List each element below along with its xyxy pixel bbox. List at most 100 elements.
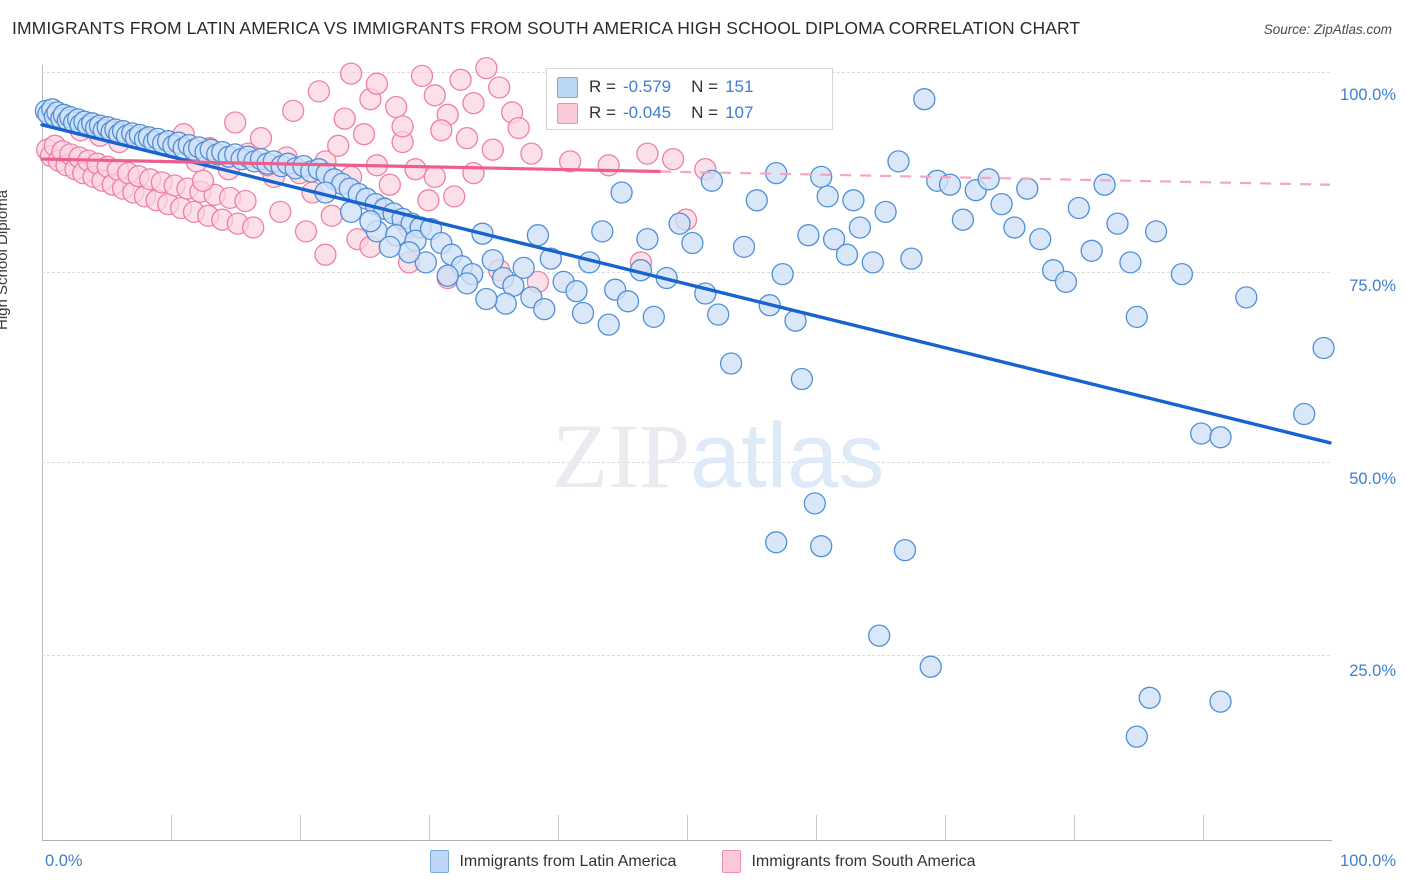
data-point: [874, 200, 897, 224]
data-point: [1093, 173, 1116, 196]
stats-swatch-pink: [557, 102, 578, 124]
stats-r-value-pink: -0.045: [622, 103, 672, 122]
data-point: [700, 169, 723, 192]
x-axis-min-label: 0.0%: [45, 852, 83, 870]
data-point: [707, 303, 730, 326]
data-point: [591, 220, 614, 243]
data-point: [404, 158, 427, 181]
data-point: [1080, 239, 1103, 262]
data-point: [512, 256, 535, 280]
data-point: [294, 220, 318, 243]
data-point: [1144, 220, 1168, 243]
source-label: Source: ZipAtlas.com: [1263, 22, 1392, 37]
data-point: [352, 123, 376, 146]
data-point: [455, 272, 479, 295]
data-point: [423, 165, 446, 189]
data-point: [430, 119, 453, 142]
data-point: [475, 56, 498, 80]
y-tick-label-75: 75.0%: [1349, 277, 1396, 295]
x-tick: [816, 815, 817, 840]
data-point: [1170, 262, 1194, 286]
data-point: [249, 126, 273, 150]
legend-item-south-america[interactable]: Immigrants from South America: [722, 850, 976, 873]
data-point: [558, 150, 582, 173]
data-point: [1293, 402, 1316, 426]
y-tick-label-100: 100.0%: [1340, 86, 1396, 104]
data-point: [810, 535, 833, 558]
data-point: [242, 216, 265, 239]
x-tick: [558, 815, 559, 840]
data-point: [191, 169, 215, 192]
trendlines-group: [40, 123, 1332, 445]
data-point: [507, 116, 530, 140]
data-point: [1106, 212, 1129, 235]
data-point: [475, 287, 498, 311]
gridline-25: [42, 655, 1330, 656]
data-point: [481, 138, 504, 161]
data-point: [1054, 270, 1078, 294]
data-point: [269, 200, 292, 224]
data-point: [803, 492, 826, 515]
data-point: [919, 655, 942, 678]
trendline-latin-america: [40, 123, 1332, 445]
data-point: [822, 227, 846, 251]
data-point: [990, 192, 1013, 216]
data-point: [414, 251, 437, 274]
gridline-75: [42, 272, 1330, 273]
data-point: [423, 84, 446, 107]
data-point: [887, 150, 910, 173]
data-point: [636, 227, 659, 251]
data-point: [861, 251, 884, 274]
data-point: [732, 235, 756, 259]
data-point: [520, 142, 543, 165]
data-point: [951, 208, 975, 231]
data-point: [449, 68, 472, 91]
data-point: [835, 243, 859, 266]
data-point: [1209, 690, 1232, 713]
data-point: [610, 181, 633, 204]
data-point: [571, 301, 595, 325]
data-point: [1119, 251, 1142, 274]
data-point: [494, 292, 517, 315]
data-point: [234, 189, 257, 213]
data-point: [1029, 227, 1052, 251]
correlation-stats-box: R = -0.579 N = 151 R = -0.045 N = 107: [546, 68, 833, 130]
stats-n-value-pink: 107: [725, 103, 754, 122]
data-point: [810, 165, 833, 189]
data-point: [977, 168, 1000, 191]
blue-points-group: [34, 88, 1335, 748]
stats-n-value-blue: 151: [725, 77, 754, 96]
series-legend: Immigrants from Latin America Immigrants…: [0, 850, 1406, 873]
data-point: [1125, 725, 1148, 748]
data-point: [320, 204, 343, 227]
data-point: [668, 212, 691, 235]
data-point: [417, 189, 440, 212]
x-tick: [945, 815, 946, 840]
data-point: [597, 313, 620, 336]
legend-swatch-blue: [430, 850, 450, 873]
data-point: [1235, 286, 1258, 309]
stats-r-value-blue: -0.579: [622, 77, 672, 96]
x-tick: [429, 815, 430, 840]
data-point: [790, 367, 814, 391]
data-point: [816, 185, 839, 208]
data-point: [797, 224, 820, 247]
x-tick: [687, 815, 688, 840]
legend-item-latin-america[interactable]: Immigrants from Latin America: [430, 850, 676, 873]
y-axis-line: [42, 65, 43, 840]
data-point: [848, 216, 872, 239]
legend-swatch-pink: [722, 850, 742, 873]
trendline-south-america: [40, 157, 662, 174]
data-point: [307, 80, 331, 103]
legend-label-latin-america: Immigrants from Latin America: [459, 852, 677, 870]
page-title: IMMIGRANTS FROM LATIN AMERICA VS IMMIGRA…: [12, 18, 1081, 38]
y-tick-label-25: 25.0%: [1349, 662, 1396, 680]
data-point: [565, 280, 588, 303]
data-point: [597, 154, 620, 177]
data-point: [533, 297, 556, 321]
data-point: [378, 173, 401, 196]
y-tick-label-50: 50.0%: [1349, 470, 1396, 488]
x-tick: [1074, 815, 1075, 840]
data-point: [455, 126, 479, 150]
